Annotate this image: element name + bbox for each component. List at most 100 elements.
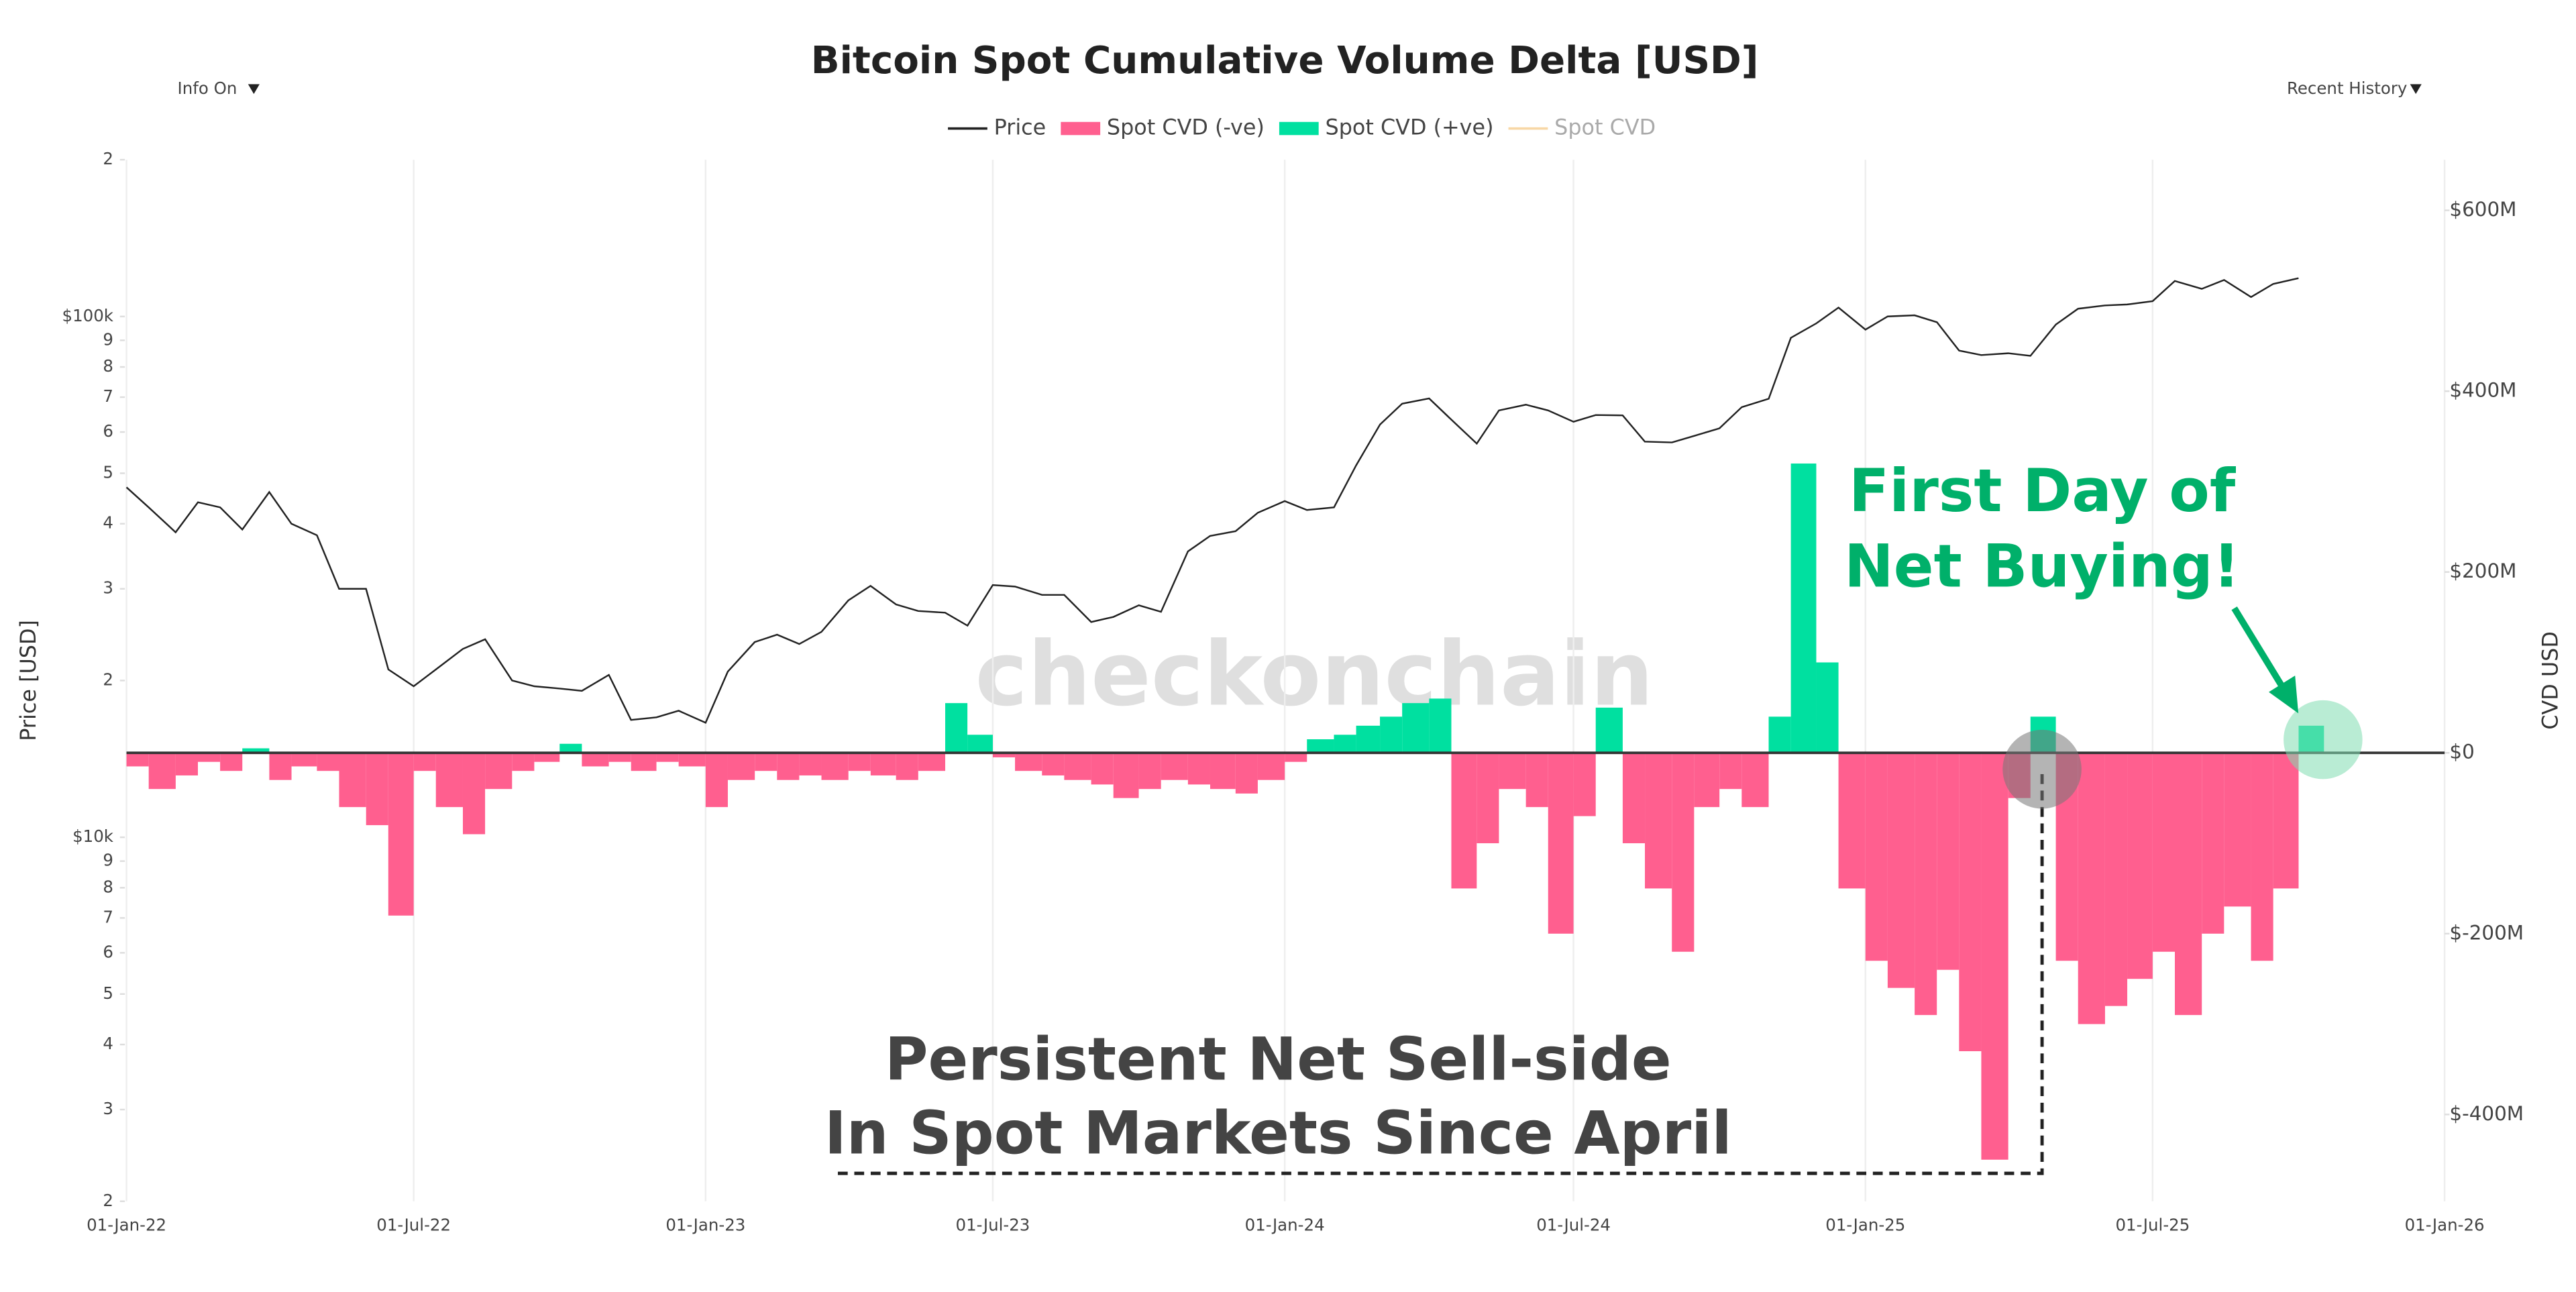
cvd-bar xyxy=(1887,753,1915,988)
cvd-bar xyxy=(1937,753,1960,970)
y-tick-label: 5 xyxy=(103,983,113,1003)
legend-swatch xyxy=(1279,121,1319,136)
y-tick-label: 9 xyxy=(103,329,113,349)
x-tick-label: 01-Jan-22 xyxy=(87,1215,166,1234)
legend-label: Price xyxy=(994,115,1046,140)
cvd-bar xyxy=(1548,753,1574,934)
cvd-bar xyxy=(1285,753,1307,762)
cvd-bar xyxy=(705,753,728,808)
cvd-bar xyxy=(1595,707,1623,753)
y-tick-label: 4 xyxy=(103,1034,113,1053)
cvd-bar xyxy=(317,753,339,771)
cvd-bar xyxy=(1187,753,1210,785)
cvd-bar xyxy=(1402,703,1430,753)
cvd-bar xyxy=(1451,753,1477,889)
cvd-bar xyxy=(1525,753,1548,808)
cvd-bar xyxy=(678,753,706,767)
cvd-bar xyxy=(2273,753,2299,889)
dropdown-arrow[interactable] xyxy=(2410,84,2422,95)
cvd-bar xyxy=(1622,753,1646,844)
cvd-bar xyxy=(1477,753,1499,844)
cvd-bar xyxy=(821,753,849,780)
cvd-bar xyxy=(485,753,513,790)
cvd-bar xyxy=(2104,753,2128,1006)
cvd-bar xyxy=(1645,753,1672,889)
cvd-bar xyxy=(242,748,270,753)
cvd-bar xyxy=(1138,753,1161,790)
dropdown-arrow[interactable] xyxy=(248,84,260,95)
cvd-bar xyxy=(848,753,871,771)
y-tick-label: 6 xyxy=(103,942,113,961)
cvd-bar xyxy=(1959,753,1982,1052)
cvd-bar xyxy=(269,753,292,780)
annotation: Persistent Net Sell-side xyxy=(885,1024,1672,1093)
cvd-bar xyxy=(388,753,414,916)
y2-tick-label: $-400M xyxy=(2449,1102,2524,1125)
cvd-bar xyxy=(2127,753,2153,979)
y2-tick-label: $600M xyxy=(2449,198,2516,221)
arrow-head xyxy=(2269,676,2299,714)
cvd-bar xyxy=(992,753,1016,757)
cvd-bar xyxy=(198,753,221,762)
cvd-bar xyxy=(1429,698,1452,753)
cvd-bar xyxy=(1307,739,1334,753)
y2-tick-label: $400M xyxy=(2449,379,2516,402)
cvd-bar xyxy=(1573,753,1596,816)
cvd-bar xyxy=(755,753,777,771)
y-tick-label: 2 xyxy=(103,669,113,689)
cvd-bar xyxy=(462,753,486,835)
info-label[interactable]: Info On xyxy=(177,78,237,98)
cvd-bar xyxy=(366,753,388,826)
history-label[interactable]: Recent History xyxy=(2287,78,2407,98)
y2-axis-title: CVD USD xyxy=(2537,631,2563,730)
info-button[interactable]: Info On xyxy=(177,78,260,98)
legend-label: Spot CVD (-ve) xyxy=(1107,115,1265,140)
cvd-bar xyxy=(727,753,755,780)
history-button[interactable]: Recent History xyxy=(2287,78,2422,98)
watermark: checkonchain xyxy=(975,623,1654,726)
y2-tick-label: $0 xyxy=(2449,741,2474,763)
y-tick-label: 4 xyxy=(103,513,113,533)
cvd-bar xyxy=(945,703,968,753)
cvd-bar xyxy=(870,753,896,775)
cvd-bar xyxy=(220,753,243,771)
x-tick-label: 01-Jan-24 xyxy=(1245,1215,1325,1234)
legend-label: Spot CVD xyxy=(1554,115,1656,140)
legend-label: Spot CVD (+ve) xyxy=(1325,115,1493,140)
y-tick-label: 7 xyxy=(103,386,113,406)
y2-tick-label: $-200M xyxy=(2449,921,2524,944)
cvd-bar xyxy=(1161,753,1188,780)
x-tick-label: 01-Jan-25 xyxy=(1825,1215,1905,1234)
cvd-bar xyxy=(1768,716,1791,753)
x-tick-label: 01-Jan-26 xyxy=(2405,1215,2485,1234)
cvd-bar xyxy=(1838,753,1866,889)
cvd-bar xyxy=(2078,753,2105,1024)
cvd-bar xyxy=(608,753,631,762)
cvd-bar xyxy=(1915,753,1937,1016)
y-tick-label: $10k xyxy=(72,826,114,846)
cvd-bar xyxy=(1042,753,1065,775)
cvd-bar xyxy=(2251,753,2273,961)
y2-tick-label: $200M xyxy=(2449,559,2516,582)
cvd-bar xyxy=(2175,753,2202,1016)
cvd-bar xyxy=(1741,753,1769,808)
y-tick-label: 9 xyxy=(103,851,113,870)
cvd-bar xyxy=(1816,662,1839,753)
y-tick-label: 5 xyxy=(103,462,113,482)
y-tick-label: 3 xyxy=(103,1099,113,1118)
cvd-bar xyxy=(1356,725,1381,753)
cvd-bar xyxy=(1113,753,1139,798)
cvd-bar xyxy=(1091,753,1114,785)
cvd-bar xyxy=(1334,735,1356,753)
x-tick-label: 01-Jul-25 xyxy=(2115,1215,2190,1234)
cvd-bar xyxy=(2152,753,2176,952)
legend-swatch xyxy=(1061,121,1101,136)
annotation: First Day of xyxy=(1849,456,2237,525)
cvd-bar xyxy=(1981,753,2008,1160)
x-tick-label: 01-Jul-23 xyxy=(956,1215,1030,1234)
cvd-bar xyxy=(512,753,535,771)
cvd-bar xyxy=(175,753,199,775)
cvd-bar xyxy=(1235,753,1258,794)
annotation: Net Buying! xyxy=(1844,532,2240,601)
